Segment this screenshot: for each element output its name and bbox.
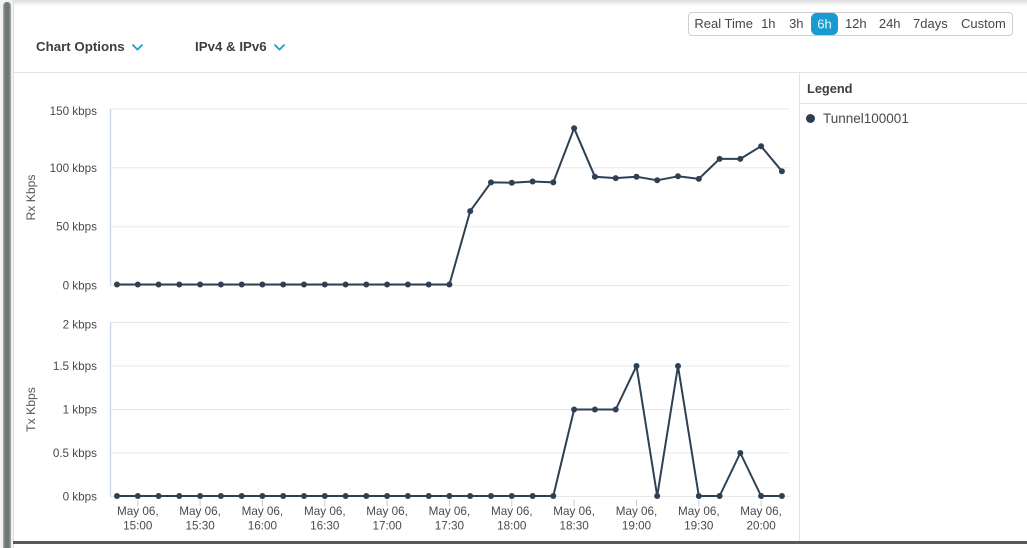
svg-text:15:30: 15:30 — [185, 520, 215, 533]
svg-text:0 kbps: 0 kbps — [63, 280, 98, 293]
svg-text:17:00: 17:00 — [372, 520, 402, 533]
svg-text:Rx Kbps: Rx Kbps — [24, 174, 38, 220]
svg-text:May 06,: May 06, — [242, 505, 284, 518]
svg-text:19:00: 19:00 — [622, 520, 652, 533]
svg-text:1.5 kbps: 1.5 kbps — [53, 360, 97, 373]
svg-text:May 06,: May 06, — [179, 505, 221, 518]
svg-text:15:00: 15:00 — [123, 520, 153, 533]
svg-text:May 06,: May 06, — [304, 505, 346, 518]
svg-text:May 06,: May 06, — [117, 505, 159, 518]
svg-text:0 kbps: 0 kbps — [63, 491, 98, 504]
svg-text:May 06,: May 06, — [616, 505, 658, 518]
svg-text:Tx Kbps: Tx Kbps — [24, 387, 38, 432]
svg-text:May 06,: May 06, — [678, 505, 720, 518]
svg-text:18:30: 18:30 — [559, 520, 589, 533]
svg-text:18:00: 18:00 — [497, 520, 527, 533]
svg-text:May 06,: May 06, — [491, 505, 533, 518]
svg-text:2 kbps: 2 kbps — [63, 318, 98, 331]
svg-text:May 06,: May 06, — [429, 505, 471, 518]
svg-text:May 06,: May 06, — [740, 505, 782, 518]
svg-text:20:00: 20:00 — [746, 520, 776, 533]
svg-text:17:30: 17:30 — [435, 520, 465, 533]
svg-text:19:30: 19:30 — [684, 520, 714, 533]
svg-text:May 06,: May 06, — [553, 505, 595, 518]
svg-text:16:00: 16:00 — [248, 520, 278, 533]
svg-text:100 kbps: 100 kbps — [50, 162, 98, 175]
svg-text:1 kbps: 1 kbps — [63, 404, 98, 417]
svg-text:150 kbps: 150 kbps — [50, 105, 98, 118]
svg-text:50 kbps: 50 kbps — [56, 221, 97, 234]
svg-text:May 06,: May 06, — [366, 505, 408, 518]
svg-text:0.5 kbps: 0.5 kbps — [53, 447, 97, 460]
svg-text:16:30: 16:30 — [310, 520, 340, 533]
